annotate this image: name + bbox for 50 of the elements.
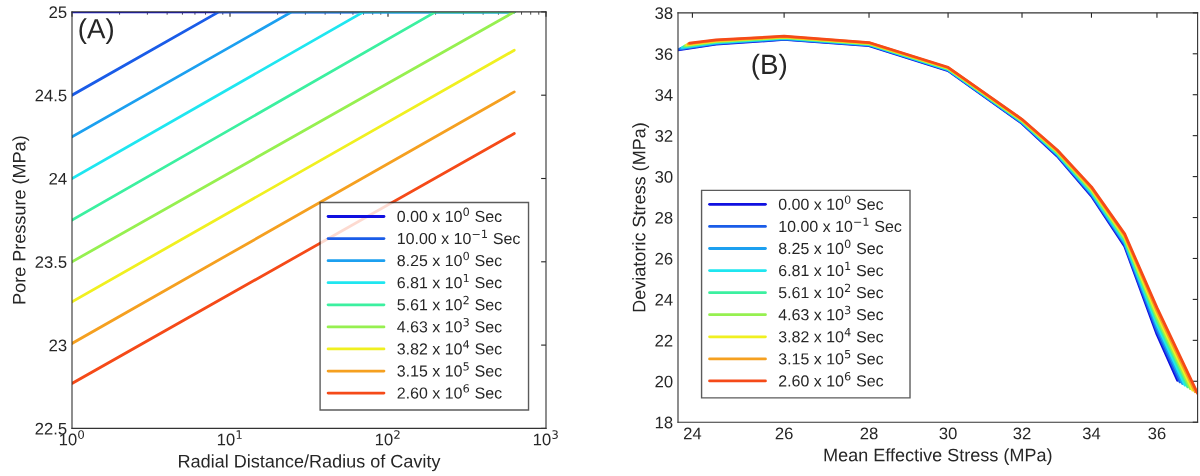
legend-label: 3.15 x 10$^{5}$ Sec	[778, 350, 884, 365]
legend-label: 8.25 x 10$^{0}$ Sec	[397, 251, 502, 267]
annotation: (B)	[752, 53, 787, 80]
y-tick-label: 23	[49, 339, 67, 352]
legend-label: 3.82 x 10$^{4}$ Sec	[397, 340, 502, 355]
annotation: (A)	[79, 18, 113, 45]
legend-label: 2.60 x 10$^{6}$ Sec	[779, 372, 884, 387]
legend-label: 6.81 x 10$^{1}$ Sec	[397, 273, 502, 289]
y-tick-label: 22	[655, 334, 673, 347]
x-axis-title: Mean Effective Stress (MPa)	[824, 448, 1052, 465]
y-tick-label: 30	[655, 171, 673, 183]
y-tick-label: 23.5	[35, 256, 67, 268]
y-tick-label: 24	[655, 293, 673, 306]
y-tick-label: 24	[49, 172, 67, 185]
y-tick-label: 32	[655, 130, 673, 142]
x-tick-label: 28	[860, 427, 878, 440]
x-tick-label: 10$^{2}$	[375, 430, 400, 446]
y-axis-title: Pore Pressure (MPa)	[12, 136, 30, 304]
x-tick-label: 26	[775, 427, 793, 440]
y-tick-label: 20	[655, 375, 673, 388]
x-tick-label: 10$^{1}$	[217, 430, 242, 446]
x-tick-label: 10$^{3}$	[533, 430, 558, 446]
legend-label: 3.82 x 10$^{4}$ Sec	[778, 328, 884, 343]
legend-label: 10.00 x 10$^{−1}$ Sec	[779, 217, 902, 233]
legend-label: 2.60 x 10$^{6}$ Sec	[397, 384, 502, 399]
legend-label: 4.63 x 10$^{3}$ Sec	[778, 305, 884, 321]
y-tick-label: 18	[655, 416, 673, 429]
x-tick-label: 34	[1082, 427, 1101, 440]
y-tick-label: 26	[655, 252, 673, 265]
y-axis-title: Deviatoric Stress (MPa)	[632, 123, 650, 312]
x-tick-label: 30	[939, 427, 957, 440]
y-tick-label: 25	[49, 6, 67, 19]
y-tick-label: 34	[655, 89, 673, 101]
legend-label: 5.61 x 10$^{2}$ Sec	[778, 283, 884, 299]
legend-label: 3.15 x 10$^{5}$ Sec	[397, 362, 502, 377]
legend-label: 6.81 x 10$^{1}$ Sec	[779, 261, 884, 277]
legend-label: 10.00 x 10$^{−1}$ Sec	[397, 229, 520, 245]
legend-label: 0.00 x 10$^{0}$ Sec	[778, 195, 884, 210]
y-tick-label: 28	[655, 211, 673, 224]
y-tick-label: 24.5	[35, 89, 67, 102]
x-tick-label: 36	[1148, 427, 1166, 440]
legend-label: 8.25 x 10$^{0}$ Sec	[778, 239, 884, 255]
y-tick-label: 38	[655, 7, 673, 20]
y-tick-label: 36	[655, 48, 673, 60]
legend-label: 0.00 x 10$^{0}$ Sec	[397, 207, 502, 223]
x-axis-title: Radial Distance/Radius of Cavity	[179, 454, 441, 472]
x-tick-label: 32	[1013, 427, 1031, 440]
legend-label: 4.63 x 10$^{3}$ Sec	[397, 317, 502, 333]
x-tick-label: 24	[683, 427, 702, 440]
legend-label: 5.61 x 10$^{2}$ Sec	[397, 295, 502, 311]
